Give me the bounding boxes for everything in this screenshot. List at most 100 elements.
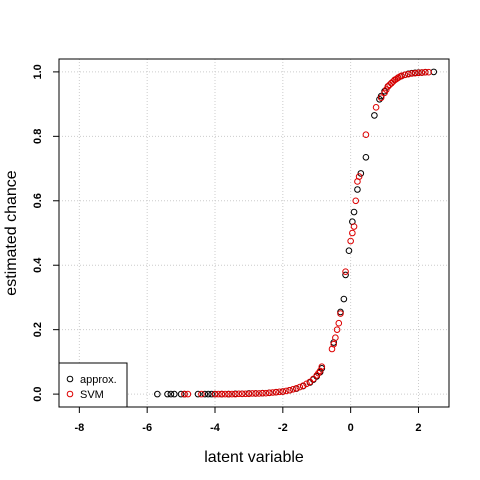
point-svm <box>405 70 412 78</box>
point-svm <box>245 390 253 398</box>
point-svm <box>184 390 192 398</box>
point-svm <box>393 75 400 83</box>
point-svm <box>355 173 363 180</box>
y-tick-label: 0.0 <box>32 386 44 401</box>
data-points <box>154 68 438 398</box>
point-svm <box>276 388 283 396</box>
point-svm <box>352 197 360 205</box>
point-svm <box>333 326 341 333</box>
point-svm <box>382 86 390 93</box>
point-approx <box>376 95 383 103</box>
point-svm <box>332 334 339 342</box>
point-svm <box>198 390 205 398</box>
point-svm <box>296 383 304 391</box>
point-svm <box>418 69 426 76</box>
point-svm <box>221 390 229 398</box>
point-svm <box>303 380 310 388</box>
point-svm <box>337 310 344 317</box>
point-approx <box>167 390 175 398</box>
point-svm <box>262 389 270 397</box>
point-approx <box>340 295 348 303</box>
x-tick-label: 2 <box>415 422 421 434</box>
point-approx <box>201 390 209 398</box>
point-svm <box>265 389 273 397</box>
point-svm <box>286 386 293 394</box>
point-svm <box>342 268 349 275</box>
point-svm <box>282 387 290 395</box>
x-tick-label: -4 <box>210 422 221 434</box>
point-approx <box>164 390 171 398</box>
point-approx <box>342 271 349 279</box>
point-svm <box>215 390 222 398</box>
point-svm <box>225 390 232 398</box>
legend-marker-approx <box>66 375 74 383</box>
point-approx <box>154 390 161 398</box>
point-svm <box>421 68 429 76</box>
point-approx <box>345 247 353 255</box>
point-svm <box>310 375 317 383</box>
point-svm <box>381 89 388 97</box>
point-svm <box>218 390 226 398</box>
point-svm <box>235 390 243 398</box>
point-approx <box>357 170 365 177</box>
point-svm <box>238 390 246 398</box>
point-svm <box>347 237 354 245</box>
point-svm <box>279 388 287 395</box>
point-approx <box>177 390 185 398</box>
point-svm <box>181 390 188 398</box>
point-approx <box>194 390 202 398</box>
point-approx <box>362 153 370 161</box>
legend-label-approx: approx. <box>80 374 117 386</box>
x-axis: -8 -6 -4 -2 0 2 <box>74 407 422 434</box>
point-svm <box>350 223 358 230</box>
y-tick-label: 0.8 <box>32 129 44 144</box>
point-svm <box>269 389 276 396</box>
point-svm <box>228 390 236 398</box>
point-svm <box>425 68 432 76</box>
point-svm <box>335 319 343 327</box>
y-tick-label: 0.4 <box>32 257 44 273</box>
point-svm <box>377 94 385 101</box>
point-svm <box>289 385 297 393</box>
point-svm <box>316 367 324 375</box>
point-svm <box>372 104 380 111</box>
point-svm <box>255 390 263 397</box>
point-svm <box>362 131 370 139</box>
y-axis: 0.0 0.2 0.4 0.6 0.8 1.0 <box>32 64 59 402</box>
point-svm <box>415 69 422 77</box>
point-svm <box>272 388 280 396</box>
point-approx <box>208 390 215 398</box>
legend-box <box>58 362 128 408</box>
point-approx <box>371 112 378 119</box>
point-svm <box>211 390 219 398</box>
point-svm <box>242 390 249 398</box>
point-svm <box>299 382 307 390</box>
point-svm <box>398 72 405 80</box>
legend-label-svm: SVM <box>80 389 104 401</box>
point-svm <box>330 340 337 348</box>
point-approx <box>204 390 212 398</box>
point-approx <box>354 186 361 193</box>
x-axis-title: latent variable <box>204 449 304 466</box>
point-svm <box>259 389 266 397</box>
plot-frame <box>58 58 450 408</box>
y-tick-label: 0.6 <box>32 193 44 208</box>
x-tick-label: -2 <box>278 422 288 434</box>
legend: approx. SVM <box>58 362 128 408</box>
grid <box>59 59 449 407</box>
point-approx <box>350 208 358 216</box>
x-tick-label: 0 <box>348 422 354 434</box>
x-tick-label: -8 <box>74 422 84 434</box>
point-svm <box>408 70 415 77</box>
point-svm <box>249 390 256 397</box>
point-svm <box>318 363 326 371</box>
y-tick-label: 0.2 <box>32 322 44 337</box>
point-svm <box>349 229 356 237</box>
point-svm <box>232 390 239 398</box>
point-svm <box>411 69 419 77</box>
point-approx <box>171 390 178 398</box>
point-approx <box>430 68 438 76</box>
legend-marker-svm <box>66 390 74 398</box>
point-svm <box>252 390 259 397</box>
